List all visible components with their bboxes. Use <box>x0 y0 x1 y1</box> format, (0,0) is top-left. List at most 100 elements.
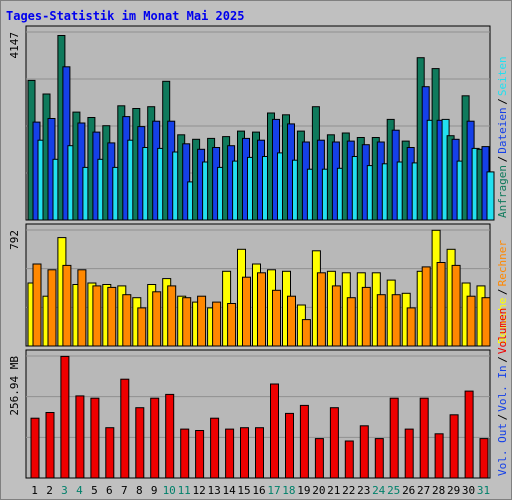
x-tick-label-day-26: 26 <box>402 484 415 497</box>
bar-volumen-day-26 <box>404 428 414 479</box>
panel-requests <box>25 25 495 221</box>
x-tick-label-day-30: 30 <box>462 484 475 497</box>
bar-volumen-day-27 <box>419 397 429 479</box>
x-tick-label-day-18: 18 <box>282 484 295 497</box>
x-tick-label-day-3: 3 <box>61 484 68 497</box>
bar-rechner-day-21 <box>331 285 341 347</box>
x-tick-label-day-15: 15 <box>237 484 250 497</box>
x-tick-label-day-20: 20 <box>312 484 325 497</box>
bar-rechner-day-5 <box>92 285 102 347</box>
bar-rechner-day-23 <box>361 286 371 347</box>
bar-rechner-day-2 <box>47 269 57 347</box>
bar-rechner-day-3 <box>62 264 72 347</box>
legend-volumen: Volumen <box>496 308 509 354</box>
x-axis-day-labels: 1 2 3 4 5 6 7 8 9 10 11 12 13 14 15 16 17 18 19 20 21 22 23 24 2… <box>31 484 490 497</box>
panel-volume <box>25 349 491 479</box>
x-tick-label-day-11: 11 <box>178 484 191 497</box>
bar-seiten-day-31 <box>486 171 495 221</box>
x-tick-label-day-13: 13 <box>207 484 220 497</box>
bar-volumen-day-8 <box>135 407 145 479</box>
bar-rechner-day-10 <box>167 285 177 347</box>
bar-volumen-day-7 <box>120 378 130 479</box>
bar-volumen-day-6 <box>105 427 115 479</box>
bar-volumen-day-29 <box>449 414 459 479</box>
x-tick-label-day-21: 21 <box>327 484 340 497</box>
bar-volumen-day-18 <box>285 412 294 479</box>
bar-rechner-day-20 <box>316 272 326 347</box>
x-tick-label-day-5: 5 <box>91 484 98 497</box>
right-legend: Anfragen/Dateien/SeitenBesuche/RechnerVo… <box>496 56 509 476</box>
legend-rechner: Rechner <box>496 240 509 287</box>
bar-rechner-day-4 <box>77 269 87 347</box>
legend-vol-out: Vol. Out <box>496 423 509 476</box>
bar-rechner-day-22 <box>346 297 356 347</box>
x-tick-label-day-12: 12 <box>192 484 205 497</box>
x-tick-label-day-1: 1 <box>31 484 38 497</box>
legend-seiten: Seiten <box>496 56 509 96</box>
bar-volumen-day-1 <box>30 417 40 479</box>
x-tick-label-day-9: 9 <box>151 484 158 497</box>
legend-separator: / <box>496 98 509 105</box>
legend-dateien: Dateien <box>496 107 509 153</box>
y-max-label-visits: 792 <box>8 230 21 250</box>
x-tick-label-day-23: 23 <box>357 484 370 497</box>
bar-volumen-day-14 <box>225 428 235 479</box>
panel-visits <box>25 223 491 347</box>
bar-volumen-day-15 <box>240 427 249 479</box>
bar-volumen-day-23 <box>359 425 369 479</box>
bar-rechner-day-6 <box>107 286 117 347</box>
legend-anfragen: Anfragen <box>496 165 509 218</box>
legend-separator: / <box>496 414 509 421</box>
bar-rechner-day-18 <box>287 295 296 347</box>
bar-volumen-day-10 <box>165 393 175 479</box>
x-tick-label-day-8: 8 <box>136 484 143 497</box>
bar-rechner-day-24 <box>376 294 386 347</box>
bar-volumen-day-24 <box>374 438 384 479</box>
bar-rechner-day-15 <box>242 276 251 347</box>
bar-volumen-day-9 <box>150 397 160 479</box>
bar-rechner-day-25 <box>391 294 401 347</box>
y-max-label-volume: 256.94 MB <box>8 356 21 416</box>
bar-rechner-day-13 <box>212 301 222 347</box>
bar-volumen-day-13 <box>210 417 220 479</box>
y-axis-max-labels: 4147 792 256.94 MB <box>8 32 21 416</box>
bar-rechner-day-26 <box>406 307 416 347</box>
bar-rechner-day-16 <box>257 272 266 347</box>
x-tick-label-day-28: 28 <box>432 484 445 497</box>
bar-rechner-day-17 <box>272 289 281 347</box>
bar-volumen-day-2 <box>45 412 55 479</box>
legend-besuche: Besuche <box>496 298 509 344</box>
bar-rechner-day-31 <box>481 297 491 347</box>
bar-rechner-day-30 <box>466 295 476 347</box>
x-tick-label-day-22: 22 <box>342 484 355 497</box>
bar-volumen-day-17 <box>270 383 279 479</box>
bar-rechner-day-14 <box>227 303 237 347</box>
bar-rechner-day-19 <box>301 319 311 347</box>
x-tick-label-day-14: 14 <box>222 484 236 497</box>
y-max-label-requests: 4147 <box>8 32 21 59</box>
bar-rechner-day-27 <box>421 266 431 347</box>
x-tick-label-day-6: 6 <box>106 484 113 497</box>
bar-rechner-day-8 <box>137 307 147 347</box>
bar-rechner-day-28 <box>436 262 446 347</box>
bar-volumen-day-19 <box>299 404 309 479</box>
bar-volumen-day-25 <box>389 397 399 479</box>
bar-volumen-day-12 <box>195 430 205 479</box>
x-tick-label-day-4: 4 <box>76 484 83 497</box>
x-tick-label-day-10: 10 <box>163 484 176 497</box>
bar-rechner-day-12 <box>197 295 207 347</box>
x-tick-label-day-29: 29 <box>447 484 460 497</box>
x-tick-label-day-25: 25 <box>387 484 400 497</box>
x-tick-label-day-16: 16 <box>252 484 265 497</box>
bar-rechner-day-9 <box>152 291 162 347</box>
bar-volumen-day-16 <box>255 427 264 479</box>
x-tick-label-day-7: 7 <box>121 484 128 497</box>
bar-volumen-day-31 <box>479 438 489 479</box>
bar-volumen-day-21 <box>329 407 339 479</box>
bar-volumen-day-4 <box>75 395 85 479</box>
bar-rechner-day-1 <box>32 263 42 347</box>
x-tick-label-day-19: 19 <box>297 484 310 497</box>
bar-rechner-day-7 <box>122 294 132 347</box>
bar-rechner-day-29 <box>451 264 461 347</box>
